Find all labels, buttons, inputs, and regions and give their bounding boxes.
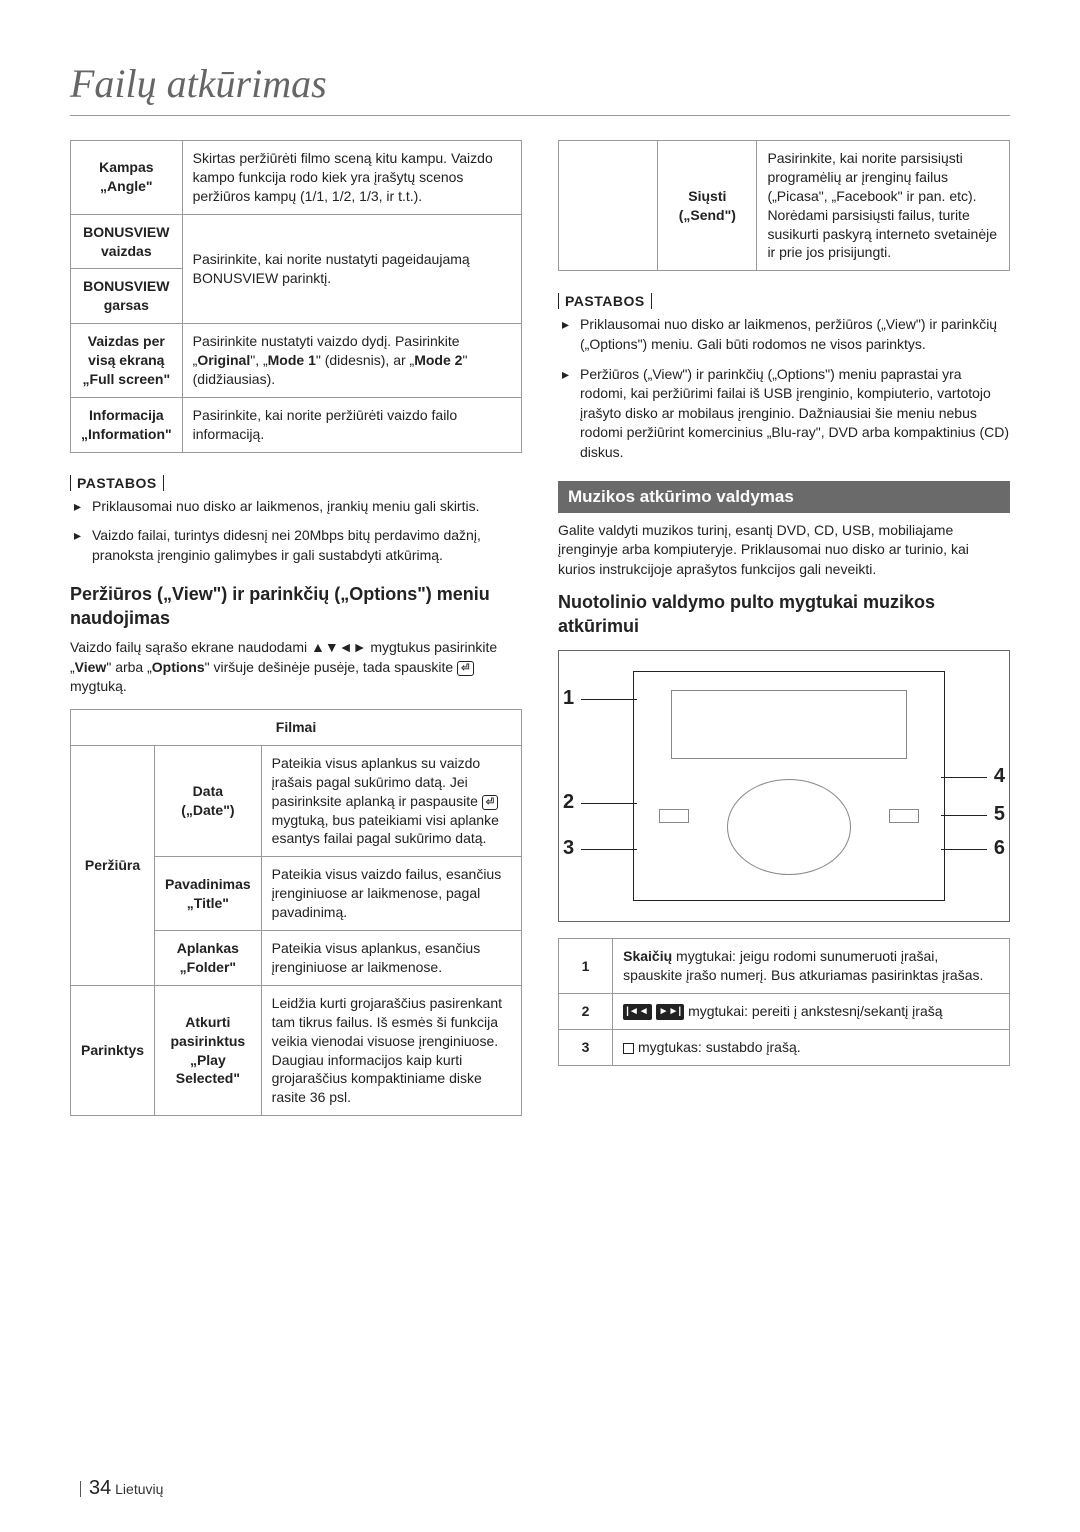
music-para: Galite valdyti muzikos turinį, esantį DV… (558, 521, 1010, 580)
enter-icon: ⏎ (482, 795, 498, 810)
arrow-icons: ▲▼◄► (311, 639, 366, 655)
remote-body (633, 671, 945, 901)
row-bv-video-label: BONUSVIEW vaizdas (71, 214, 183, 269)
row-bv-audio-label: BONUSVIEW garsas (71, 269, 183, 324)
rt-desc-1: Skaičių mygtukai: jeigu rodomi sunumeruo… (613, 939, 1010, 994)
diagram-label-4: 4 (994, 765, 1005, 788)
diagram-label-6: 6 (994, 837, 1005, 860)
note-item: Priklausomai nuo disko ar laikmenos, įra… (74, 497, 522, 517)
skip-next-icon: ►►| (656, 1004, 685, 1020)
row-info-label: Informacija „Information" (71, 397, 183, 452)
row-date-desc: Pateikia visus aplankus su vaizdo įrašai… (261, 745, 521, 856)
note-item: Priklausomai nuo disko ar laikmenos, per… (562, 315, 1010, 354)
view-options-para: Vaizdo failų sąrašo ekrane naudodami ▲▼◄… (70, 638, 522, 697)
rt-num-2: 2 (559, 993, 613, 1029)
page-lang: Lietuvių (115, 1481, 163, 1497)
row-title-label: Pavadinimas „Title" (155, 857, 262, 931)
row-angle-desc: Skirtas peržiūrėti filmo sceną kitu kamp… (182, 141, 521, 215)
rt-desc-2: |◄◄ ►►| mygtukai: pereiti į ankstesnį/se… (613, 993, 1010, 1029)
right-column: Siųsti („Send") Pasirinkite, kai norite … (558, 140, 1010, 1130)
row-folder-label: Aplankas „Folder" (155, 931, 262, 986)
notes-heading-1: PASTABOS (70, 475, 164, 491)
row-playsel-label: Atkurti pasirinktus „Play Selected" (155, 985, 262, 1115)
skip-prev-icon: |◄◄ (623, 1004, 652, 1020)
row-angle-label: Kampas „Angle" (71, 141, 183, 215)
row-info-desc: Pasirinkite, kai norite peržiūrėti vaizd… (182, 397, 521, 452)
remote-diagram: 1 2 3 4 5 6 (558, 650, 1010, 922)
note-item: Peržiūros („View") ir parinkčių („Option… (562, 365, 1010, 463)
view-options-heading: Peržiūros („View") ir parinkčių („Option… (70, 583, 522, 630)
remote-buttons-table: 1 Skaičių mygtukai: jeigu rodomi sunumer… (558, 938, 1010, 1066)
row-send-desc: Pasirinkite, kai norite parsisiųsti prog… (757, 141, 1010, 271)
diagram-label-1: 1 (563, 687, 574, 710)
stop-icon (623, 1043, 634, 1054)
enter-icon: ⏎ (457, 661, 473, 676)
filmai-table: Filmai Peržiūra Data („Date") Pateikia v… (70, 709, 522, 1116)
rt-num-1: 1 (559, 939, 613, 994)
row-playsel-desc: Leidžia kurti grojaraščius pasirenkant t… (261, 985, 521, 1115)
rt-num-3: 3 (559, 1029, 613, 1065)
group-parinktys: Parinktys (71, 985, 155, 1115)
notes-list-1: Priklausomai nuo disko ar laikmenos, įra… (70, 497, 522, 566)
row-date-label: Data („Date") (155, 745, 262, 856)
notes-list-2: Priklausomai nuo disko ar laikmenos, per… (558, 315, 1010, 462)
row-title-desc: Pateikia visus vaizdo failus, esančius į… (261, 857, 521, 931)
notes-heading-2: PASTABOS (558, 293, 652, 309)
page-title: Failų atkūrimas (70, 60, 1010, 116)
filmai-header: Filmai (71, 710, 522, 746)
page-footer: 34 Lietuvių (80, 1477, 163, 1500)
group-perziura: Peržiūra (71, 745, 155, 985)
music-section-bar: Muzikos atkūrimo valdymas (558, 481, 1010, 513)
row-fullscreen-desc: Pasirinkite nustatyti vaizdo dydį. Pasir… (182, 324, 521, 398)
remote-heading: Nuotolinio valdymo pulto mygtukai muziko… (558, 591, 1010, 638)
diagram-label-3: 3 (563, 837, 574, 860)
note-item: Vaizdo failai, turintys didesnį nei 20Mb… (74, 526, 522, 565)
page-number: 34 (89, 1477, 111, 1499)
row-folder-desc: Pateikia visus aplankus, esančius įrengi… (261, 931, 521, 986)
angle-table: Kampas „Angle" Skirtas peržiūrėti filmo … (70, 140, 522, 453)
left-column: Kampas „Angle" Skirtas peržiūrėti filmo … (70, 140, 522, 1130)
row-send-label: Siųsti („Send") (658, 141, 757, 271)
send-table: Siųsti („Send") Pasirinkite, kai norite … (558, 140, 1010, 271)
content-columns: Kampas „Angle" Skirtas peržiūrėti filmo … (70, 140, 1010, 1130)
row-bv-desc: Pasirinkite, kai norite nustatyti pageid… (182, 214, 521, 324)
diagram-label-2: 2 (563, 791, 574, 814)
row-fullscreen-label: Vaizdas per visą ekraną „Full screen" (71, 324, 183, 398)
diagram-label-5: 5 (994, 803, 1005, 826)
rt-desc-3: mygtukas: sustabdo įrašą. (613, 1029, 1010, 1065)
